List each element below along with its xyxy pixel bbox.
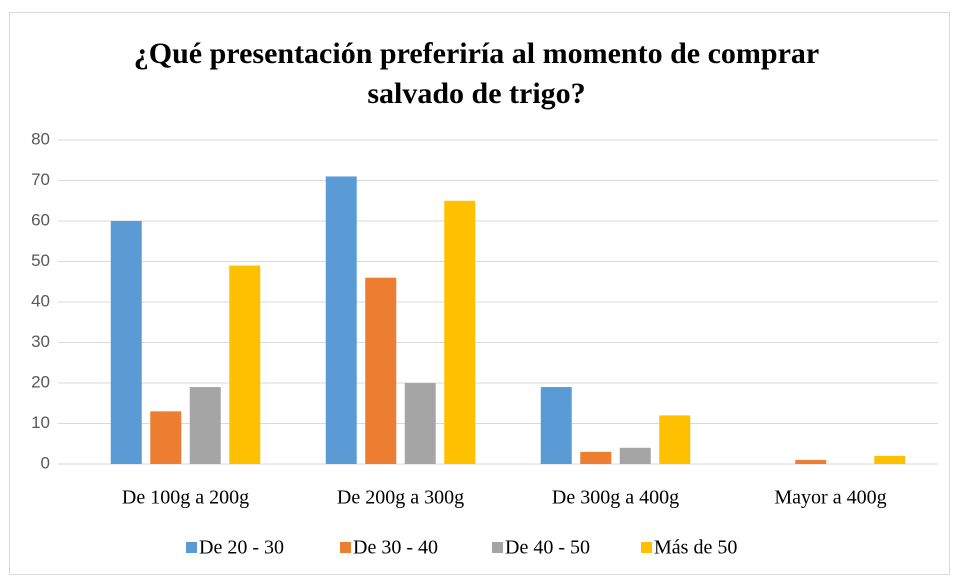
bar <box>659 415 691 464</box>
bar <box>795 459 827 464</box>
bar <box>365 277 397 464</box>
bar <box>189 387 221 464</box>
chart-title: ¿Qué presentación preferiría al momento … <box>133 37 820 110</box>
bar <box>150 411 182 464</box>
legend-label: Más de 50 <box>654 537 737 559</box>
y-tick-label: 10 <box>31 413 50 432</box>
legend-label: De 30 - 40 <box>353 537 438 559</box>
legend-label: De 20 - 30 <box>199 537 284 559</box>
bar <box>325 176 357 464</box>
x-tick-label: De 100g a 200g <box>122 487 249 509</box>
y-tick-label: 50 <box>31 251 50 270</box>
bar <box>580 451 612 464</box>
y-tick-label: 70 <box>31 170 50 189</box>
bar <box>444 200 476 464</box>
bar <box>619 447 651 464</box>
y-tick-label: 60 <box>31 210 50 229</box>
y-tick-label: 30 <box>31 332 50 351</box>
y-tick-label: 40 <box>31 291 50 310</box>
x-tick-label: De 200g a 300g <box>337 487 464 509</box>
legend-label: De 40 - 50 <box>505 537 590 559</box>
y-tick-label: 20 <box>31 372 50 391</box>
bar <box>404 383 436 464</box>
x-tick-label: De 300g a 400g <box>552 487 679 509</box>
bar <box>540 387 572 464</box>
legend-swatch <box>340 542 351 553</box>
y-tick-label: 80 <box>31 129 50 148</box>
chart-border <box>9 12 950 575</box>
legend-swatch <box>641 542 652 553</box>
bar <box>874 455 906 464</box>
y-tick-label: 0 <box>41 453 50 472</box>
x-tick-label: Mayor a 400g <box>774 487 886 509</box>
bar <box>229 265 261 464</box>
legend-swatch <box>186 542 197 553</box>
legend-swatch <box>492 542 503 553</box>
bar <box>110 221 142 464</box>
